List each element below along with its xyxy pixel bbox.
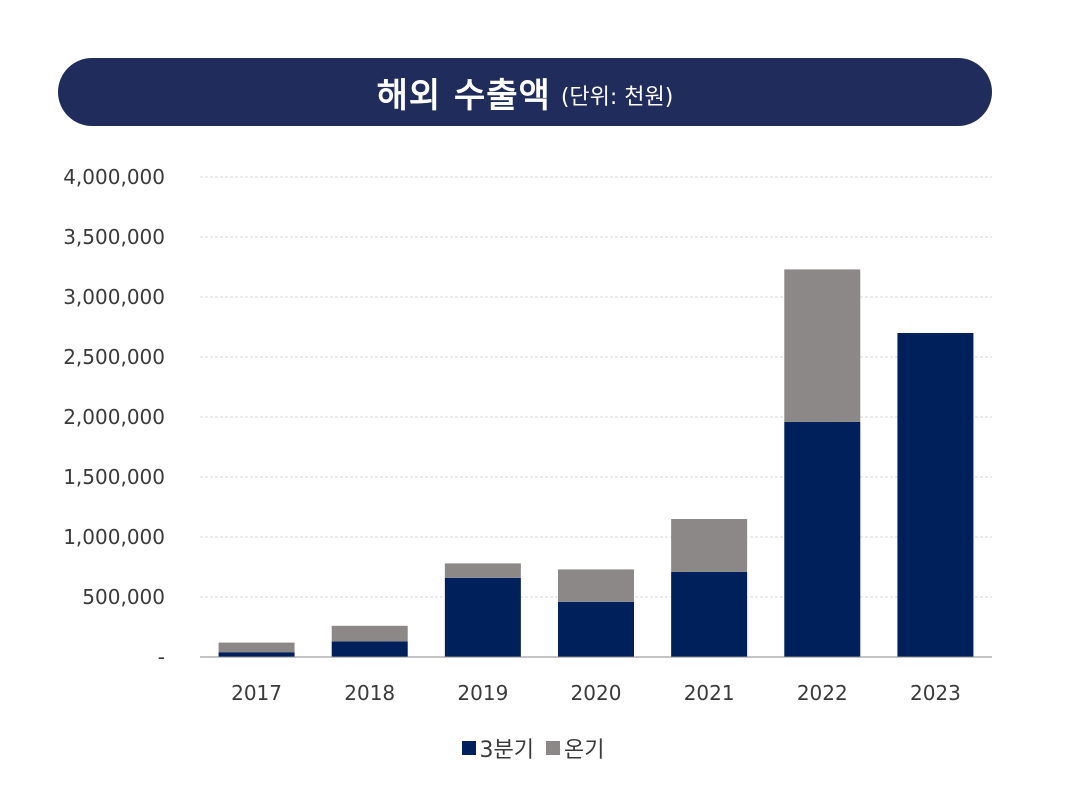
- bar-annual: [331, 625, 408, 642]
- bar-annual: [218, 642, 295, 653]
- chart-unit-label: (단위: 천원): [560, 85, 674, 110]
- bar-annual: [671, 519, 748, 572]
- x-tick-label: 2021: [684, 681, 735, 705]
- legend-swatch-q3: [461, 741, 476, 755]
- x-tick-label: 2023: [910, 681, 961, 705]
- legend-label-annual: 온기: [564, 738, 605, 763]
- bar-q3: [444, 577, 521, 657]
- y-tick-label: 3,000,000: [63, 285, 165, 309]
- x-tick-label: 2020: [571, 681, 622, 705]
- bar-q3: [218, 652, 295, 657]
- y-tick-label: 3,500,000: [63, 225, 165, 249]
- y-tick-label: 1,000,000: [63, 525, 165, 549]
- legend-item-q3: 3분기: [461, 732, 534, 764]
- bar-annual: [558, 569, 634, 602]
- chart-legend: 3분기 온기: [0, 732, 1066, 764]
- legend-swatch-annual: [546, 741, 560, 755]
- chart-title-banner: 해외 수출액 (단위: 천원): [58, 58, 992, 126]
- bar-q3: [671, 571, 748, 657]
- bar-q3: [331, 641, 408, 657]
- chart-title: 해외 수출액: [376, 75, 551, 116]
- bar-q3: [784, 421, 861, 657]
- x-tick-label: 2017: [231, 681, 282, 705]
- bar-annual: [784, 269, 861, 422]
- y-tick-label: -: [158, 645, 165, 669]
- x-tick-label: 2019: [457, 681, 508, 705]
- y-tick-label: 4,000,000: [63, 165, 165, 189]
- bar-annual: [444, 563, 521, 578]
- bar-q3: [897, 333, 974, 657]
- y-tick-label: 2,500,000: [63, 345, 165, 369]
- legend-item-annual: 온기: [546, 732, 604, 764]
- bar-q3: [558, 601, 634, 657]
- y-tick-label: 500,000: [82, 585, 165, 609]
- y-tick-label: 2,000,000: [63, 405, 165, 429]
- legend-label-q3: 3분기: [479, 738, 534, 763]
- x-tick-label: 2022: [797, 681, 848, 705]
- x-tick-label: 2018: [344, 681, 395, 705]
- y-tick-label: 1,500,000: [63, 465, 165, 489]
